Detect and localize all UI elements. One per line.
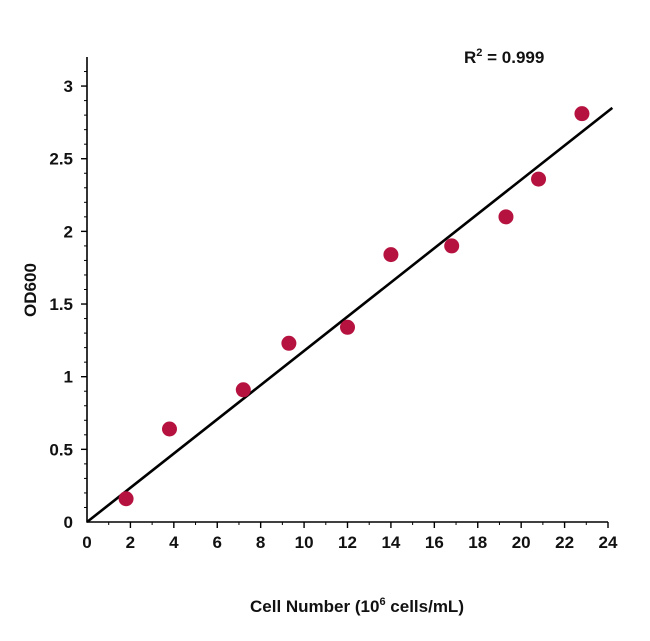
x-axis-title: Cell Number (106 cells/mL) (250, 596, 464, 616)
regression-line (86, 106, 614, 524)
y-tick-label: 2 (64, 222, 73, 241)
y-tick-label: 0 (64, 513, 73, 532)
x-tick-label: 10 (295, 533, 314, 552)
y-tick-label: 1 (64, 368, 73, 387)
axes (86, 57, 608, 523)
data-point (498, 209, 514, 225)
y-tick-label: 1.5 (49, 295, 73, 314)
y-axis-title: OD600 (21, 263, 40, 317)
x-tick-label: 20 (512, 533, 531, 552)
y-tick-label: 2.5 (49, 150, 73, 169)
x-tick-label: 24 (599, 533, 618, 552)
data-point (444, 238, 460, 254)
fit-line-group (86, 106, 614, 524)
x-axis-ticks: 0 2 4 6 8 10 12 14 16 18 20 22 24 (82, 522, 618, 552)
data-point (531, 171, 547, 187)
data-point (118, 491, 134, 507)
r-squared-annotation: R2 = 0.999 (464, 47, 544, 67)
y-tick-label: 0.5 (49, 440, 73, 459)
x-tick-label: 16 (425, 533, 444, 552)
x-tick-label: 14 (381, 533, 400, 552)
y-tick-label: 3 (64, 77, 73, 96)
x-tick-label: 4 (169, 533, 179, 552)
data-point (340, 319, 355, 335)
x-tick-label: 22 (555, 533, 574, 552)
data-points (118, 106, 590, 507)
y-axis-ticks: 0 0.5 1 1.5 2 2.5 3 (49, 71, 87, 532)
x-tick-label: 12 (338, 533, 357, 552)
data-point (235, 382, 251, 398)
x-tick-label: 18 (468, 533, 487, 552)
x-tick-label: 8 (256, 533, 265, 552)
data-point (281, 335, 297, 351)
data-point (161, 421, 177, 437)
x-tick-label: 0 (82, 533, 91, 552)
x-tick-label: 2 (126, 533, 135, 552)
data-point (383, 247, 399, 263)
data-point (574, 106, 590, 122)
x-tick-label: 6 (213, 533, 222, 552)
